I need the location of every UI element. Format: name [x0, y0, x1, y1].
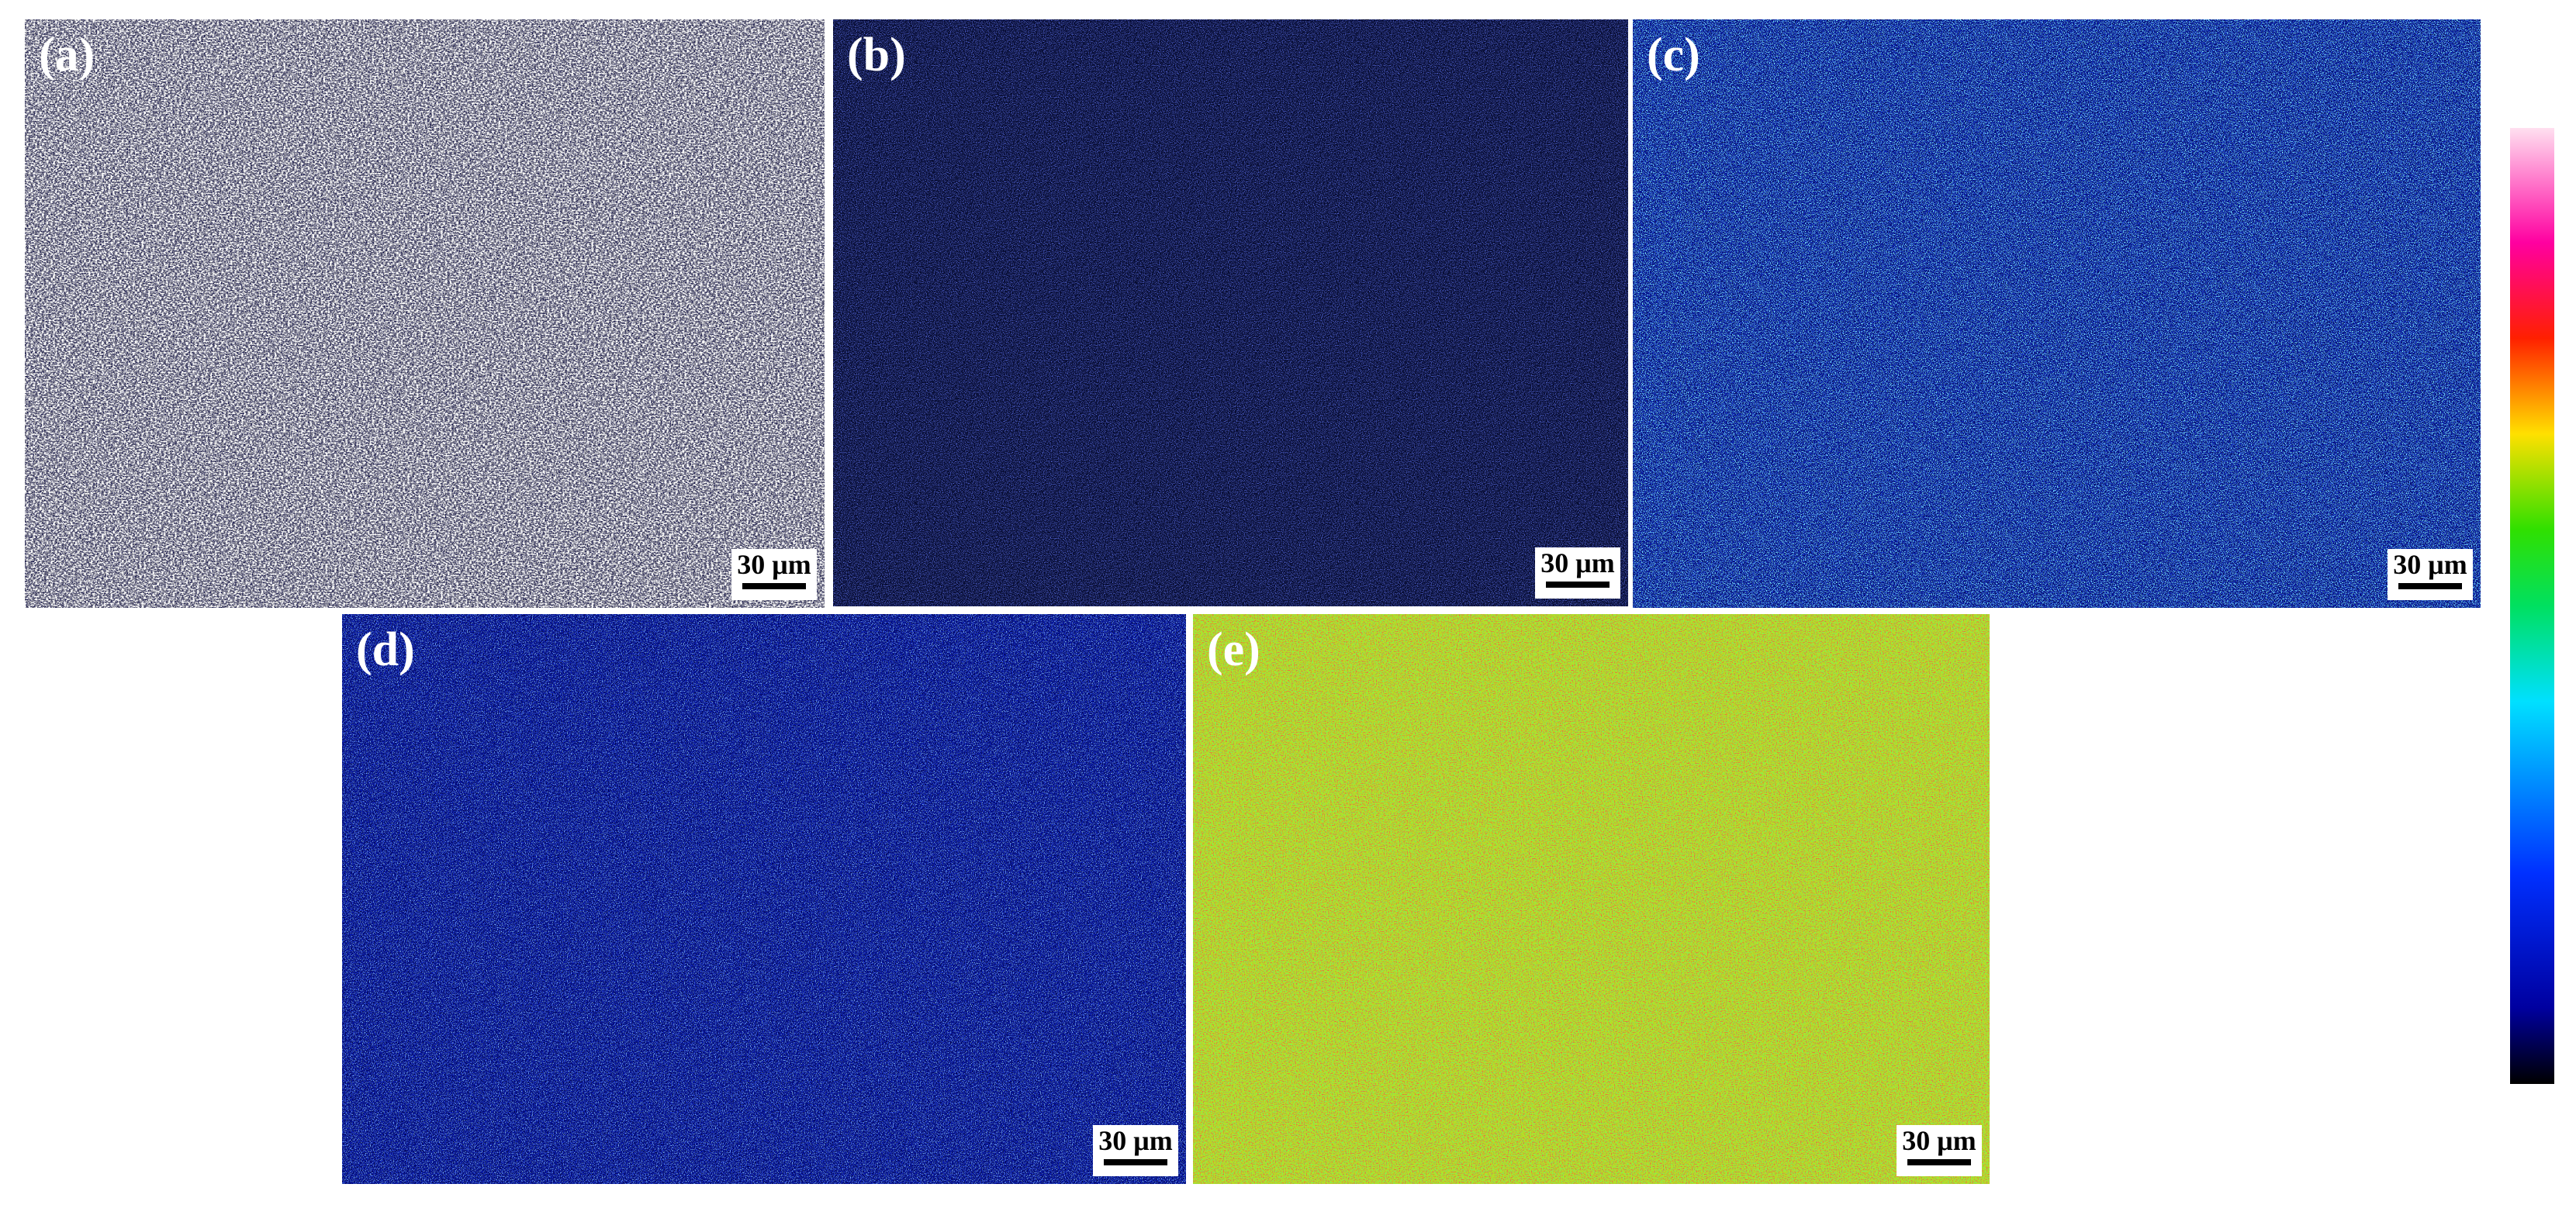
scale-bar-label: 30 μm	[1540, 547, 1614, 578]
texture	[833, 19, 1628, 606]
scale-bar-box	[1093, 1125, 1178, 1176]
scale-bar-box	[2388, 549, 2473, 600]
panel: (b) 30 μm	[833, 19, 1628, 606]
texture	[25, 19, 825, 608]
panel: (a) 30 μm	[25, 19, 825, 608]
scale-bar-label: 30 μm	[1902, 1125, 1976, 1156]
scale-bar-box	[1897, 1125, 1982, 1176]
panel: (c) 30 μm	[1633, 19, 2481, 608]
scale-bar-box	[731, 549, 817, 600]
color-bar	[2510, 128, 2554, 1084]
panel-label: (b)	[847, 29, 906, 81]
scale-bar-box	[1535, 547, 1620, 599]
scale-bar	[1907, 1159, 1971, 1165]
scale-bar	[1546, 582, 1610, 588]
scale-bar	[1104, 1159, 1167, 1165]
panel: (d) 30 μm	[342, 614, 1186, 1184]
texture	[1633, 19, 2481, 608]
panel: (e) 30 μm	[1193, 614, 1990, 1184]
scale-bar-label: 30 μm	[1098, 1125, 1172, 1156]
panel-label: (c)	[1647, 29, 1700, 81]
panel-label: (e)	[1207, 623, 1260, 676]
texture	[342, 614, 1186, 1184]
panel-label: (d)	[356, 623, 415, 676]
panel-label: (a)	[39, 29, 95, 81]
scale-bar-label: 30 μm	[2393, 549, 2467, 580]
scale-bar	[2398, 583, 2462, 589]
scale-bar-label: 30 μm	[737, 549, 811, 580]
scale-bar	[742, 583, 806, 589]
texture	[1193, 614, 1990, 1184]
